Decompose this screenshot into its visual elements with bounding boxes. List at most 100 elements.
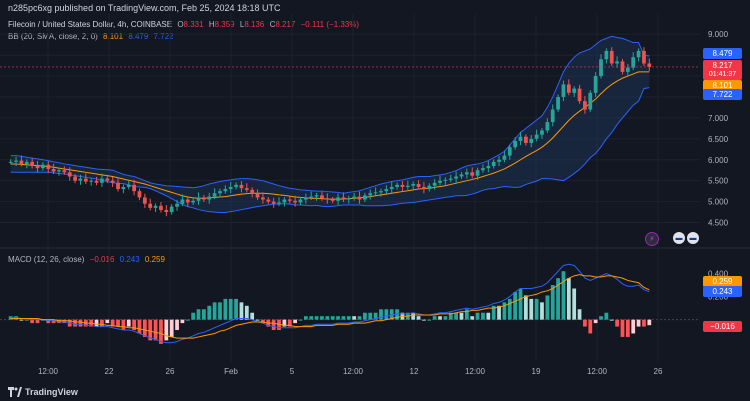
candle-body: [534, 134, 539, 139]
candle-body: [78, 178, 83, 181]
macd-hist-bar: [566, 278, 571, 320]
macd-hist-bar: [330, 316, 335, 320]
flag-icon-1[interactable]: ▬: [673, 232, 685, 244]
candle-body: [448, 178, 453, 180]
candle-body: [615, 61, 619, 64]
candle-body: [475, 170, 480, 176]
bb-upper-value: 8.479: [128, 32, 149, 41]
candle-body: [303, 197, 308, 200]
candle-body: [357, 196, 362, 200]
candle-body: [126, 184, 131, 187]
candle-body: [207, 196, 212, 200]
price-tick-label: 5.000: [708, 198, 729, 207]
candle-body: [604, 50, 609, 60]
candle-body: [202, 197, 206, 200]
macd-hist-bar: [642, 319, 646, 327]
bb-upper-tag: 8.479: [703, 48, 742, 59]
macd-hist-bar: [180, 319, 185, 324]
macd-hist-bar: [422, 319, 426, 321]
candle-body: [550, 109, 555, 123]
price-tick-label: 9.000: [708, 30, 729, 39]
macd-hist-bar: [19, 319, 24, 321]
macd-hist-bar: [631, 319, 636, 334]
price-tick-label: 6.000: [708, 156, 729, 165]
low-label: L: [239, 20, 245, 29]
candle-body: [110, 180, 115, 183]
macd-hist-bar: [620, 319, 625, 337]
macd-hist-bar: [126, 319, 131, 327]
macd-hist-bar: [599, 316, 603, 320]
macd-hist-bar: [384, 309, 389, 320]
macd-hist-bar: [35, 319, 40, 324]
macd-hist-bar: [636, 319, 641, 327]
candle-body: [556, 96, 560, 110]
macd-hist-bar: [175, 319, 179, 331]
macd-hist-bar: [78, 319, 83, 327]
macd-hist-bar: [51, 319, 56, 324]
close-value: 8.217: [275, 20, 296, 29]
candle-body: [309, 196, 314, 198]
candle-body: [454, 176, 458, 179]
macd-hist-bar: [615, 319, 619, 327]
candle-body: [116, 182, 120, 190]
candle-body: [277, 202, 281, 204]
macd-hist-bar: [373, 312, 378, 320]
macd-hist-bar: [83, 319, 88, 327]
candle-body: [368, 193, 373, 196]
macd-hist-bar: [411, 312, 416, 320]
time-tick-label: 26: [654, 367, 663, 376]
candle-body: [255, 193, 260, 198]
candle-body: [8, 161, 13, 163]
candle-body: [566, 84, 571, 93]
macd-hist-bar: [159, 319, 163, 344]
macd-hist-bar: [244, 305, 249, 320]
macd-signal-tag: 0.259: [703, 276, 742, 287]
macd-hist-bar: [14, 316, 18, 320]
candle-body: [196, 197, 201, 201]
bb-lower-value: 7.722: [153, 32, 174, 41]
time-tick-label: 5: [290, 367, 295, 376]
macd-hist-bar: [518, 288, 523, 320]
close-price-value: 8.217: [712, 61, 733, 70]
time-tick-label: 12:00: [465, 367, 486, 376]
candle-body: [282, 199, 287, 203]
macd-hist-bar: [572, 288, 577, 320]
macd-hist-bar: [185, 319, 190, 321]
macd-hist-bar: [470, 316, 475, 320]
macd-hist-bar: [341, 316, 346, 320]
macd-hist-bar: [513, 291, 518, 320]
candle-body: [159, 205, 163, 210]
macd-hist-bar: [46, 319, 51, 324]
macd-hist-bar: [443, 316, 448, 320]
macd-hist-bar: [293, 319, 297, 324]
macd-hist-bar: [30, 319, 35, 324]
candle-body: [400, 184, 405, 187]
macd-hist-bar: [94, 319, 99, 327]
macd-hist-bar: [583, 319, 587, 327]
time-tick-label: 12:00: [343, 367, 364, 376]
time-tick-label: 12: [410, 367, 419, 376]
tradingview-logo-icon: [8, 387, 22, 397]
candle-body: [266, 199, 271, 202]
time-tick-label: 12:00: [587, 367, 608, 376]
lightning-icon[interactable]: ⚡: [645, 232, 659, 246]
macd-hist-bar: [164, 319, 169, 341]
flag-icon-2[interactable]: ▬: [687, 232, 699, 244]
macd-hist-bar: [277, 319, 281, 331]
macd-hist-bar: [556, 278, 560, 320]
candle-body: [642, 50, 646, 64]
footer-brand: TradingView: [25, 387, 78, 397]
macd-hist-bar: [223, 298, 228, 320]
candle-body: [142, 197, 147, 204]
macd-hist-bar: [593, 319, 598, 324]
low-value: 8.136: [244, 20, 265, 29]
bb-lower-line: [10, 87, 650, 213]
macd-legend: MACD (12, 26, close) −0.016 0.243 0.259: [8, 255, 168, 264]
candle-body: [250, 189, 255, 194]
macd-hist-bar: [454, 312, 458, 320]
macd-hist-bar: [379, 309, 383, 320]
candle-body: [261, 197, 265, 200]
macd-hist-bar: [491, 305, 496, 320]
macd-hist-bar: [561, 271, 566, 320]
